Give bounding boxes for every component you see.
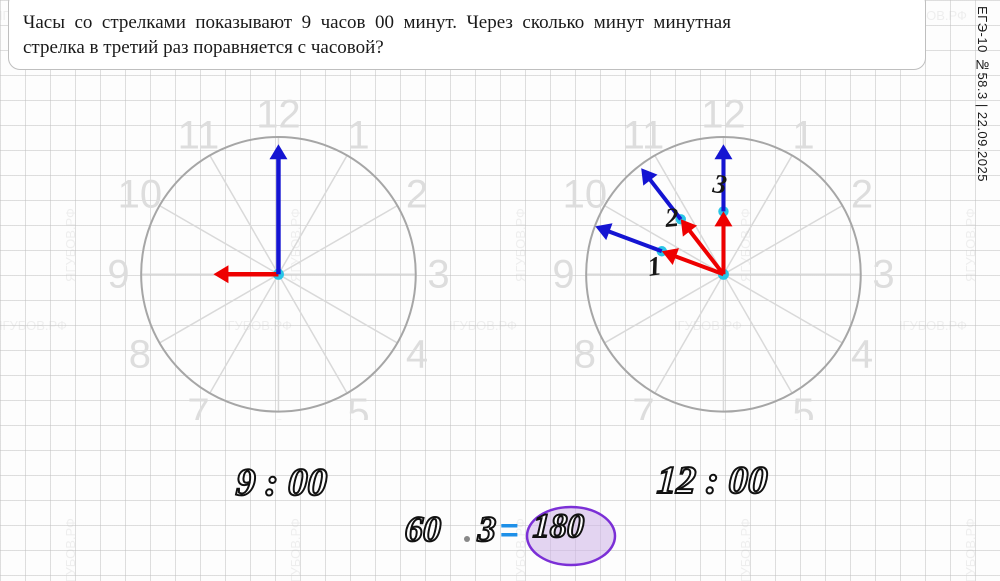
svg-text:3: 3	[427, 252, 449, 296]
svg-text:6: 6	[267, 412, 289, 420]
svg-text:10: 10	[563, 172, 608, 216]
svg-text:8: 8	[129, 332, 151, 376]
svg-text:9: 9	[552, 252, 574, 296]
svg-text:12: 12	[256, 92, 301, 136]
svg-text:2: 2	[851, 172, 873, 216]
svg-text:11: 11	[178, 114, 220, 158]
svg-text:4: 4	[851, 332, 873, 376]
svg-text:7: 7	[632, 391, 654, 420]
svg-text:2: 2	[406, 172, 428, 216]
svg-text:3: 3	[710, 168, 729, 200]
svg-text:7: 7	[187, 391, 209, 420]
svg-text:12: 12	[701, 92, 746, 136]
svg-text:9: 9	[107, 252, 129, 296]
svg-text:6: 6	[712, 412, 734, 420]
svg-text:4: 4	[406, 332, 428, 376]
svg-text:3: 3	[872, 252, 894, 296]
svg-text:1: 1	[347, 114, 369, 158]
svg-text:1: 1	[792, 114, 814, 158]
svg-text:5: 5	[347, 391, 369, 420]
svg-text:10: 10	[118, 172, 162, 216]
svg-text:11: 11	[623, 114, 665, 158]
svg-text:8: 8	[574, 332, 596, 376]
svg-text:2: 2	[663, 202, 680, 233]
svg-text:5: 5	[792, 391, 814, 420]
